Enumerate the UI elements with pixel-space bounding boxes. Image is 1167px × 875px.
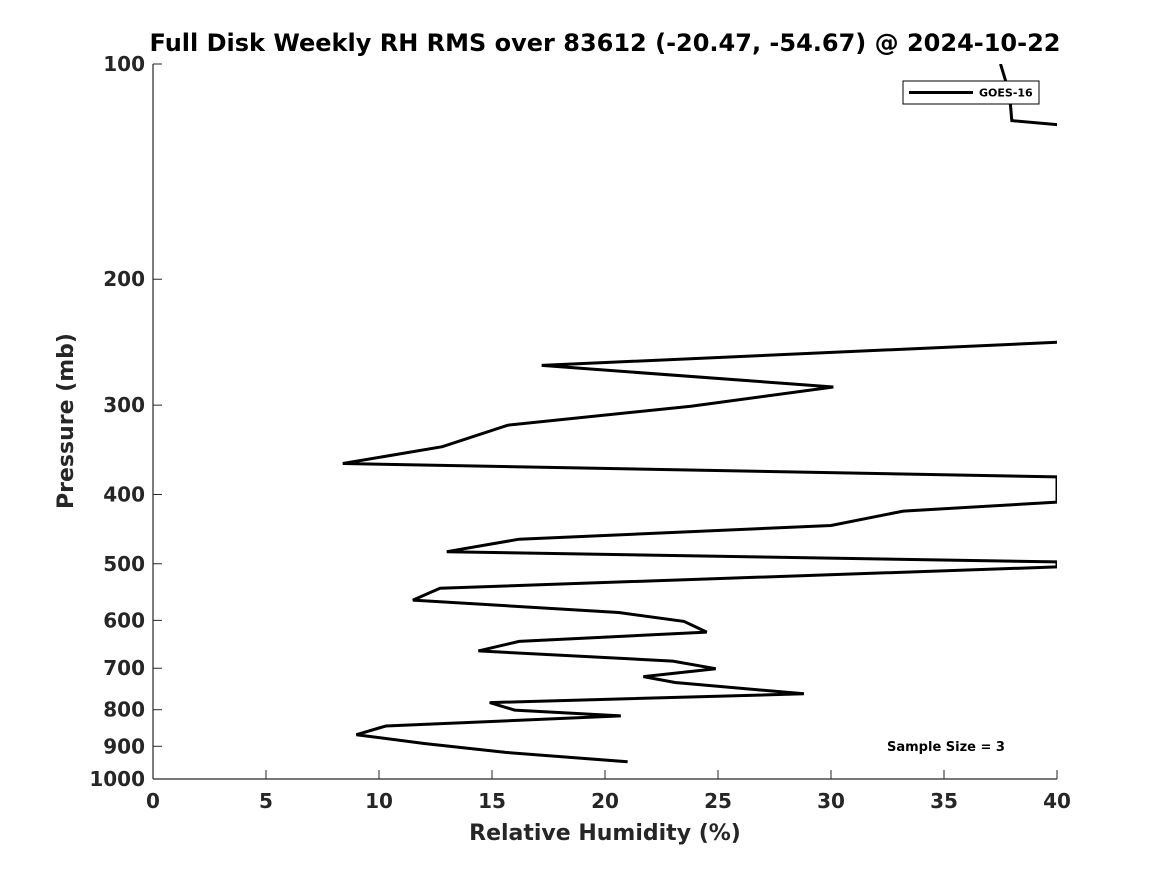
y-tick-label: 200 <box>103 267 145 291</box>
x-tick-label: 10 <box>365 789 393 813</box>
x-tick-label: 0 <box>146 789 160 813</box>
sample-size-annotation: Sample Size = 3 <box>887 740 1005 755</box>
x-tick-label: 35 <box>930 789 958 813</box>
y-ticks: 100 200 300 400 500 600 700 800 900 1000 <box>89 52 162 791</box>
legend-label: GOES-16 <box>979 87 1033 100</box>
chart-title: Full Disk Weekly RH RMS over 83612 (-20.… <box>150 29 1061 57</box>
x-tick-label: 40 <box>1043 789 1071 813</box>
x-ticks: 0 5 10 15 20 25 30 35 40 <box>146 770 1071 813</box>
x-tick-label: 5 <box>259 789 273 813</box>
legend: GOES-16 <box>902 80 1040 105</box>
y-axis-label: Pressure (mb) <box>54 333 79 509</box>
y-tick-label: 900 <box>103 734 145 758</box>
y-tick-label: 1000 <box>89 767 145 791</box>
x-axis-label: Relative Humidity (%) <box>469 821 741 846</box>
y-tick-label: 400 <box>103 482 145 506</box>
y-tick-label: 600 <box>103 608 145 632</box>
y-tick-label: 100 <box>103 52 145 76</box>
series-line-goes-16 <box>342 64 1057 764</box>
y-tick-label: 800 <box>103 698 145 722</box>
x-tick-label: 20 <box>591 789 619 813</box>
x-tick-label: 30 <box>817 789 845 813</box>
x-tick-label: 15 <box>478 789 506 813</box>
y-tick-label: 500 <box>103 552 145 576</box>
plot-area <box>152 64 1057 780</box>
y-tick-label: 300 <box>103 393 145 417</box>
y-tick-label: 700 <box>103 656 145 680</box>
x-tick-label: 25 <box>704 789 732 813</box>
